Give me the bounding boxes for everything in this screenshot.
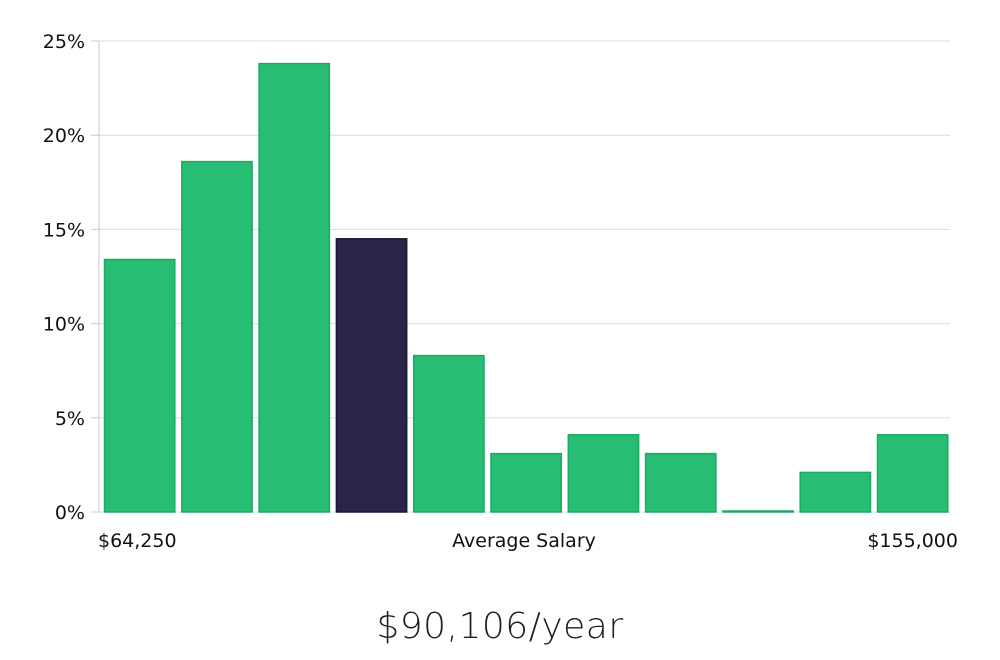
bar bbox=[103, 258, 176, 513]
bar bbox=[567, 434, 640, 513]
bar bbox=[644, 452, 717, 513]
x-axis-min-label: $64,250 bbox=[98, 530, 177, 552]
bar bbox=[181, 160, 253, 513]
bar bbox=[412, 354, 485, 513]
y-tick-label: 5% bbox=[55, 408, 85, 430]
bar-highlighted bbox=[335, 238, 408, 513]
y-tick-label: 10% bbox=[43, 314, 85, 336]
y-tick-label: 15% bbox=[43, 219, 85, 241]
bar bbox=[258, 62, 331, 513]
y-axis-ticks: 0% 5% 10% 15% 20% 25% bbox=[43, 31, 99, 524]
bar bbox=[722, 510, 794, 513]
salary-histogram-chart: 0%5%10%15%20%25% $64,250 Average Salary … bbox=[43, 31, 958, 552]
bars bbox=[103, 62, 949, 513]
y-tick-label: 0% bbox=[55, 502, 85, 524]
x-axis-max-label: $155,000 bbox=[867, 530, 958, 552]
average-salary-value: $90,106/year bbox=[376, 606, 624, 647]
y-tick-label: 20% bbox=[43, 125, 85, 147]
bar bbox=[490, 452, 563, 513]
x-axis-title: Average Salary bbox=[452, 530, 596, 552]
bar bbox=[876, 434, 949, 513]
y-tick-label: 25% bbox=[43, 31, 85, 53]
bar bbox=[799, 471, 872, 513]
